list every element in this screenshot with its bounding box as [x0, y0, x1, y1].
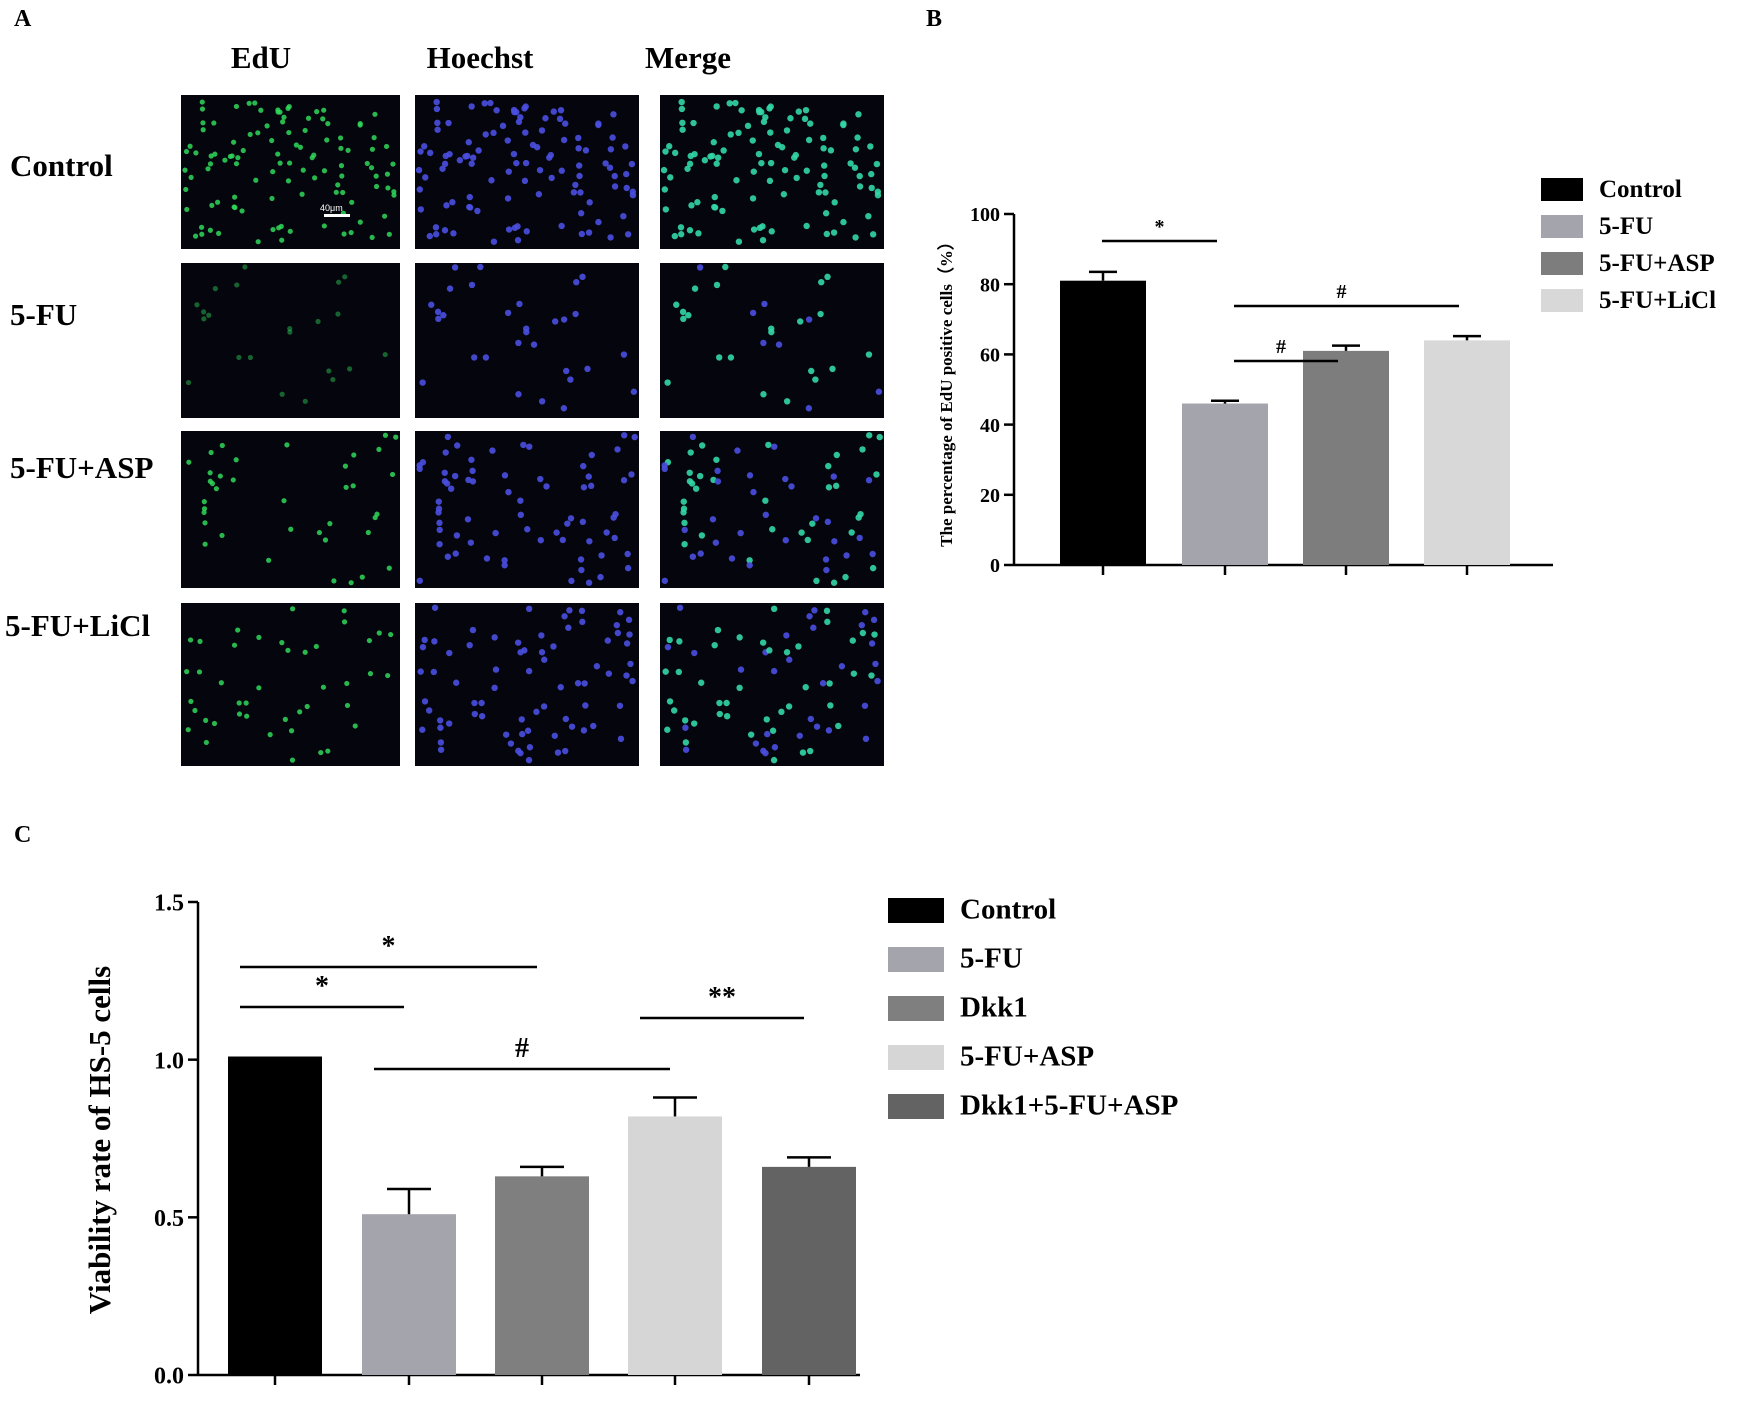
micrograph — [415, 95, 639, 249]
chart-b-bar-1 — [1182, 403, 1268, 565]
panel-a-letter: A — [14, 6, 32, 32]
chart-c-significance-label: * — [382, 931, 396, 962]
chart-c-y-tick-label: 0.5 — [154, 1206, 184, 1232]
panel-c-letter: C — [14, 822, 32, 848]
chart-c-legend-label: 5-FU+ASP — [960, 1041, 1094, 1073]
micrograph — [660, 431, 884, 588]
panel-b-letter: B — [926, 6, 943, 32]
micrograph — [181, 95, 400, 249]
row-label-5fu: 5-FU — [10, 297, 78, 332]
chart-b-bar-2 — [1303, 350, 1389, 565]
chart-b-y-tick-label: 20 — [980, 485, 1000, 507]
chart-c-significance-label: ** — [708, 982, 736, 1013]
chart-b-legend-swatch — [1541, 178, 1583, 201]
row-label-5fu-licl: 5-FU+LiCl — [5, 608, 151, 643]
row-label-5fu-asp: 5-FU+ASP — [10, 450, 154, 485]
micrograph — [415, 263, 639, 418]
chart-b-y-tick-label: 80 — [980, 274, 1000, 296]
chart-c-bar-1 — [362, 1214, 456, 1375]
chart-c-bar-2 — [495, 1176, 589, 1375]
chart-b-legend-swatch — [1541, 215, 1583, 238]
chart-b-y-label: The percentage of EdU positive cells（%） — [936, 233, 956, 547]
chart-c-y-tick-label: 0.0 — [154, 1364, 184, 1390]
chart-b-significance-label: * — [1155, 216, 1165, 238]
chart-c-legend-swatch — [888, 996, 944, 1021]
chart-c-legend-label: 5-FU — [960, 943, 1023, 975]
chart-b-legend-label: Control — [1599, 176, 1682, 203]
micrograph — [415, 431, 639, 588]
scale-bar-label: 40μm — [320, 203, 343, 213]
chart-c-legend-swatch — [888, 898, 944, 923]
chart-c-legend-swatch — [888, 947, 944, 972]
row-label-control: Control — [10, 148, 113, 183]
chart-c-y-tick-label: 1.0 — [154, 1048, 184, 1074]
micrograph — [660, 603, 884, 766]
chart-c-legend-swatch — [888, 1045, 944, 1070]
chart-c-y-tick-label: 1.5 — [154, 891, 184, 917]
chart-b-bar-0 — [1060, 280, 1146, 565]
chart-c-y-label: Viability rate of HS-5 cells — [82, 966, 117, 1314]
scale-bar — [324, 214, 350, 217]
micrograph — [660, 95, 884, 249]
chart-c-bar-0 — [228, 1056, 322, 1375]
chart-c-legend-label: Dkk1 — [960, 992, 1028, 1024]
micrograph — [181, 603, 400, 766]
chart-b-legend-label: 5-FU+ASP — [1599, 250, 1715, 277]
chart-b-y-tick-label: 100 — [970, 204, 1000, 226]
chart-b-legend-swatch — [1541, 289, 1583, 312]
chart-b-y-tick-label: 0 — [990, 555, 1000, 577]
chart-b-bar-3 — [1424, 340, 1510, 565]
chart-c-significance-label: # — [515, 1033, 529, 1064]
column-title-hoechst: Hoechst — [426, 40, 534, 75]
chart-c-legend-label: Dkk1+5-FU+ASP — [960, 1090, 1178, 1122]
column-title-merge: Merge — [644, 40, 732, 75]
micrograph — [660, 263, 884, 418]
chart-b-legend-label: 5-FU+LiCl — [1599, 287, 1716, 314]
chart-b-y-tick-label: 60 — [980, 345, 1000, 367]
chart-b-significance-label: # — [1337, 281, 1347, 303]
chart-c-legend-swatch — [888, 1094, 944, 1119]
chart-b-y-tick-label: 40 — [980, 415, 1000, 437]
chart-b-significance-label: # — [1276, 336, 1286, 358]
micrograph — [181, 263, 400, 418]
micrograph — [415, 603, 639, 766]
chart-c-legend-label: Control — [960, 894, 1056, 926]
column-title-edu: EdU — [230, 40, 292, 75]
micrograph — [181, 431, 400, 588]
chart-c-bar-4 — [762, 1166, 856, 1375]
chart-c-bar-3 — [628, 1116, 722, 1375]
chart-c-significance-label: * — [315, 971, 329, 1002]
chart-b-legend-swatch — [1541, 252, 1583, 275]
chart-b-legend-label: 5-FU — [1599, 213, 1653, 240]
